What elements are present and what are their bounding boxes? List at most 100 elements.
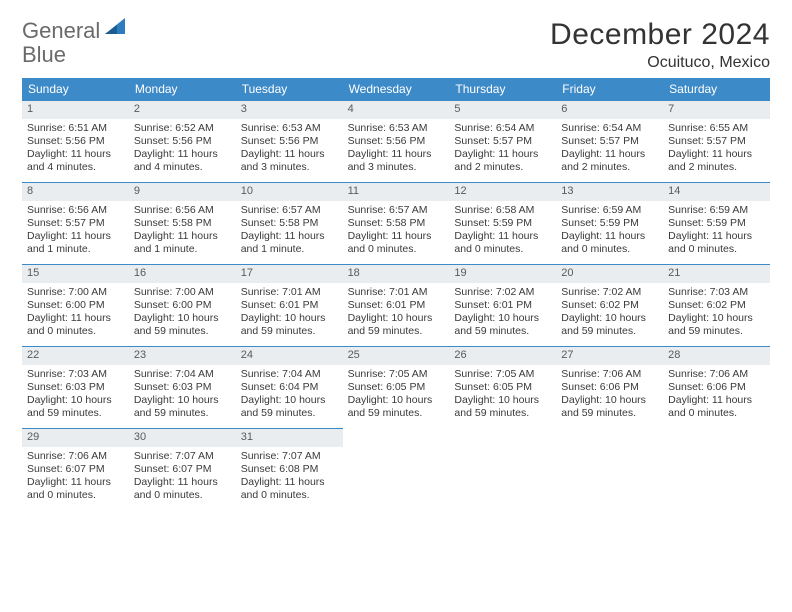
day-details: Sunrise: 6:52 AMSunset: 5:56 PMDaylight:… — [129, 119, 236, 181]
daylight-line: Daylight: 11 hours and 1 minute. — [241, 230, 338, 256]
day-number: 29 — [22, 429, 129, 447]
sunset-line: Sunset: 5:58 PM — [134, 217, 231, 230]
sunset-line: Sunset: 6:01 PM — [348, 299, 445, 312]
logo-text-general: General — [22, 18, 100, 44]
day-number: 17 — [236, 265, 343, 283]
day-details: Sunrise: 6:58 AMSunset: 5:59 PMDaylight:… — [449, 201, 556, 263]
calendar-cell: 24Sunrise: 7:04 AMSunset: 6:04 PMDayligh… — [236, 346, 343, 428]
day-details: Sunrise: 7:00 AMSunset: 6:00 PMDaylight:… — [22, 283, 129, 345]
day-details: Sunrise: 7:07 AMSunset: 6:08 PMDaylight:… — [236, 447, 343, 509]
sunset-line: Sunset: 5:56 PM — [27, 135, 124, 148]
title-block: December 2024 Ocuituco, Mexico — [550, 18, 770, 72]
day-number: 6 — [556, 101, 663, 119]
day-details: Sunrise: 6:53 AMSunset: 5:56 PMDaylight:… — [236, 119, 343, 181]
calendar-cell — [449, 428, 556, 510]
logo: General — [22, 18, 127, 44]
sunrise-line: Sunrise: 7:02 AM — [561, 286, 658, 299]
daylight-line: Daylight: 10 hours and 59 minutes. — [561, 394, 658, 420]
calendar-cell: 15Sunrise: 7:00 AMSunset: 6:00 PMDayligh… — [22, 264, 129, 346]
sunrise-line: Sunrise: 7:04 AM — [134, 368, 231, 381]
sunrise-line: Sunrise: 7:05 AM — [348, 368, 445, 381]
daylight-line: Daylight: 11 hours and 1 minute. — [134, 230, 231, 256]
daylight-line: Daylight: 10 hours and 59 minutes. — [454, 312, 551, 338]
daylight-line: Daylight: 11 hours and 3 minutes. — [241, 148, 338, 174]
sunrise-line: Sunrise: 7:06 AM — [27, 450, 124, 463]
sunrise-line: Sunrise: 6:55 AM — [668, 122, 765, 135]
calendar-cell: 28Sunrise: 7:06 AMSunset: 6:06 PMDayligh… — [663, 346, 770, 428]
sunrise-line: Sunrise: 7:01 AM — [348, 286, 445, 299]
calendar-cell: 1Sunrise: 6:51 AMSunset: 5:56 PMDaylight… — [22, 100, 129, 182]
sunrise-line: Sunrise: 6:59 AM — [561, 204, 658, 217]
month-title: December 2024 — [550, 18, 770, 52]
daylight-line: Daylight: 11 hours and 2 minutes. — [668, 148, 765, 174]
sunrise-line: Sunrise: 6:59 AM — [668, 204, 765, 217]
daylight-line: Daylight: 11 hours and 4 minutes. — [27, 148, 124, 174]
sunset-line: Sunset: 6:07 PM — [134, 463, 231, 476]
daylight-line: Daylight: 11 hours and 0 minutes. — [348, 230, 445, 256]
location-label: Ocuituco, Mexico — [550, 54, 770, 72]
sunset-line: Sunset: 5:58 PM — [241, 217, 338, 230]
daylight-line: Daylight: 10 hours and 59 minutes. — [348, 394, 445, 420]
daylight-line: Daylight: 11 hours and 0 minutes. — [27, 312, 124, 338]
logo-text-blue: Blue — [22, 42, 66, 67]
sunset-line: Sunset: 5:57 PM — [454, 135, 551, 148]
sunset-line: Sunset: 6:01 PM — [241, 299, 338, 312]
calendar-cell: 13Sunrise: 6:59 AMSunset: 5:59 PMDayligh… — [556, 182, 663, 264]
day-number: 7 — [663, 101, 770, 119]
daylight-line: Daylight: 11 hours and 4 minutes. — [134, 148, 231, 174]
dow-header: Tuesday — [236, 78, 343, 100]
calendar-cell — [343, 428, 450, 510]
day-number: 22 — [22, 347, 129, 365]
daylight-line: Daylight: 11 hours and 1 minute. — [27, 230, 124, 256]
daylight-line: Daylight: 11 hours and 0 minutes. — [241, 476, 338, 502]
day-details: Sunrise: 6:54 AMSunset: 5:57 PMDaylight:… — [556, 119, 663, 181]
calendar-cell: 5Sunrise: 6:54 AMSunset: 5:57 PMDaylight… — [449, 100, 556, 182]
daylight-line: Daylight: 10 hours and 59 minutes. — [27, 394, 124, 420]
day-number: 25 — [343, 347, 450, 365]
daylight-line: Daylight: 10 hours and 59 minutes. — [241, 394, 338, 420]
sunrise-line: Sunrise: 7:03 AM — [27, 368, 124, 381]
sunrise-line: Sunrise: 6:57 AM — [241, 204, 338, 217]
sunrise-line: Sunrise: 6:53 AM — [241, 122, 338, 135]
day-number: 13 — [556, 183, 663, 201]
day-details: Sunrise: 6:59 AMSunset: 5:59 PMDaylight:… — [663, 201, 770, 263]
day-details: Sunrise: 6:56 AMSunset: 5:57 PMDaylight:… — [22, 201, 129, 263]
calendar-cell: 16Sunrise: 7:00 AMSunset: 6:00 PMDayligh… — [129, 264, 236, 346]
day-details: Sunrise: 7:04 AMSunset: 6:03 PMDaylight:… — [129, 365, 236, 427]
day-number: 3 — [236, 101, 343, 119]
sunrise-line: Sunrise: 7:05 AM — [454, 368, 551, 381]
day-details: Sunrise: 7:05 AMSunset: 6:05 PMDaylight:… — [343, 365, 450, 427]
sunrise-line: Sunrise: 6:52 AM — [134, 122, 231, 135]
sunset-line: Sunset: 5:56 PM — [348, 135, 445, 148]
sunset-line: Sunset: 6:00 PM — [134, 299, 231, 312]
daylight-line: Daylight: 10 hours and 59 minutes. — [561, 312, 658, 338]
day-number: 18 — [343, 265, 450, 283]
calendar-cell: 31Sunrise: 7:07 AMSunset: 6:08 PMDayligh… — [236, 428, 343, 510]
dow-header: Wednesday — [343, 78, 450, 100]
calendar-cell: 29Sunrise: 7:06 AMSunset: 6:07 PMDayligh… — [22, 428, 129, 510]
sunset-line: Sunset: 6:06 PM — [668, 381, 765, 394]
calendar-cell: 3Sunrise: 6:53 AMSunset: 5:56 PMDaylight… — [236, 100, 343, 182]
calendar-grid: SundayMondayTuesdayWednesdayThursdayFrid… — [22, 78, 770, 510]
day-details: Sunrise: 7:02 AMSunset: 6:01 PMDaylight:… — [449, 283, 556, 345]
sunrise-line: Sunrise: 7:02 AM — [454, 286, 551, 299]
calendar-cell: 10Sunrise: 6:57 AMSunset: 5:58 PMDayligh… — [236, 182, 343, 264]
daylight-line: Daylight: 11 hours and 0 minutes. — [668, 394, 765, 420]
day-details: Sunrise: 6:57 AMSunset: 5:58 PMDaylight:… — [343, 201, 450, 263]
day-details: Sunrise: 7:05 AMSunset: 6:05 PMDaylight:… — [449, 365, 556, 427]
daylight-line: Daylight: 11 hours and 2 minutes. — [454, 148, 551, 174]
sunset-line: Sunset: 6:03 PM — [27, 381, 124, 394]
calendar-cell: 2Sunrise: 6:52 AMSunset: 5:56 PMDaylight… — [129, 100, 236, 182]
sunset-line: Sunset: 6:06 PM — [561, 381, 658, 394]
day-details: Sunrise: 7:04 AMSunset: 6:04 PMDaylight:… — [236, 365, 343, 427]
sunset-line: Sunset: 6:03 PM — [134, 381, 231, 394]
day-details: Sunrise: 6:51 AMSunset: 5:56 PMDaylight:… — [22, 119, 129, 181]
calendar-cell: 30Sunrise: 7:07 AMSunset: 6:07 PMDayligh… — [129, 428, 236, 510]
calendar-cell: 20Sunrise: 7:02 AMSunset: 6:02 PMDayligh… — [556, 264, 663, 346]
daylight-line: Daylight: 11 hours and 0 minutes. — [561, 230, 658, 256]
sunrise-line: Sunrise: 7:03 AM — [668, 286, 765, 299]
sunrise-line: Sunrise: 7:00 AM — [27, 286, 124, 299]
calendar-cell: 6Sunrise: 6:54 AMSunset: 5:57 PMDaylight… — [556, 100, 663, 182]
day-details: Sunrise: 7:03 AMSunset: 6:02 PMDaylight:… — [663, 283, 770, 345]
sunset-line: Sunset: 6:05 PM — [348, 381, 445, 394]
